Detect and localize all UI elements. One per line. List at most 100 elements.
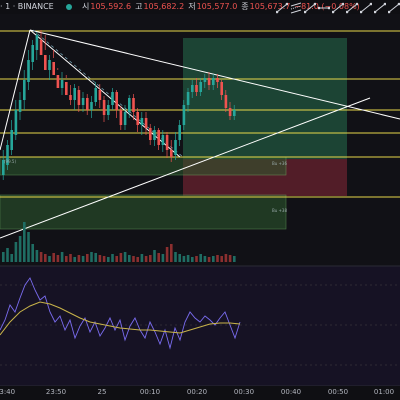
candle-body	[102, 100, 106, 115]
volume-bar	[136, 257, 139, 262]
candle-body	[69, 95, 72, 100]
trend-line-icon[interactable]	[388, 2, 400, 14]
volume-bar	[10, 254, 13, 262]
candle-body	[144, 118, 148, 128]
volume-bar	[77, 255, 81, 262]
trend-line-icon[interactable]	[374, 2, 386, 14]
volume-bar	[86, 254, 89, 262]
volume-bar	[52, 253, 55, 262]
volume-bar	[31, 244, 34, 262]
volume-bar	[119, 253, 123, 262]
oscillator-line	[0, 277, 241, 350]
candle-body	[170, 150, 173, 157]
ohlc-readout: 시105,592.6 고105,682.2 저105,577.0 종105,673.7…	[82, 0, 364, 14]
volume-bar	[56, 255, 60, 262]
candle-body	[94, 88, 97, 102]
trend-line-icon[interactable]	[276, 2, 288, 14]
volume-bar	[81, 256, 85, 262]
low-value: 105,577.0	[196, 2, 238, 11]
trend-line-icon[interactable]	[346, 2, 358, 14]
candle-body	[136, 112, 139, 125]
candle-body	[128, 98, 131, 112]
candle-body	[56, 75, 60, 88]
zone-tag-lower: Bu +38	[272, 208, 287, 213]
time-tick: 00:10	[139, 388, 161, 396]
candle-body	[186, 92, 190, 105]
volume-bar	[73, 257, 76, 262]
volume-bar	[174, 252, 177, 262]
change-value: −81.0 (−0.08%)	[294, 2, 360, 11]
regression-icon[interactable]	[290, 2, 302, 14]
time-tick: 01:00	[373, 388, 395, 396]
candle-body	[2, 160, 5, 175]
candle-body	[65, 82, 68, 95]
symbol-label[interactable]: · 1 · BINANCE	[0, 2, 54, 11]
volume-bar	[107, 257, 110, 262]
volume-bar	[39, 252, 43, 262]
trend-line-icon[interactable]	[360, 2, 372, 14]
candle-body	[27, 60, 30, 82]
candle-body	[233, 110, 236, 116]
candle-body	[165, 135, 169, 150]
candle-body	[52, 62, 55, 75]
chart-header: · 1 · BINANCE 시105,592.6 고105,682.2 저105,5…	[0, 0, 400, 14]
candle-body	[199, 82, 202, 92]
candle-body	[207, 78, 211, 85]
candle-body	[10, 130, 13, 150]
volume-bar	[27, 232, 30, 262]
candle-body	[98, 90, 102, 100]
candle-body	[86, 98, 89, 110]
volume-bar	[224, 254, 228, 262]
demand-zone-upper[interactable]	[0, 156, 287, 176]
volume-bar	[128, 255, 131, 262]
demand-zone-lower[interactable]	[0, 194, 287, 230]
candle-body	[73, 88, 76, 100]
candle-body	[161, 135, 165, 145]
time-tick: 23:50	[45, 388, 67, 396]
volume-bar	[233, 256, 236, 262]
volume-bar	[23, 222, 26, 262]
candle-body	[31, 45, 34, 62]
candle-body	[111, 92, 114, 105]
candle-body	[48, 60, 51, 70]
close-label: 종	[241, 2, 249, 11]
oscillator-grid	[0, 284, 400, 366]
drawing-toolbar	[276, 1, 400, 14]
volume-bar	[60, 252, 64, 262]
volume-bar	[48, 256, 51, 262]
volume-bar	[6, 248, 9, 262]
candle-body	[224, 95, 228, 108]
candle-body	[107, 105, 110, 115]
volume-bar	[165, 247, 169, 262]
position-profit-zone[interactable]	[183, 38, 347, 159]
candle-body	[14, 110, 18, 135]
candle-body	[140, 118, 144, 125]
volume-bar	[98, 255, 102, 262]
oscillator-signal-line	[0, 301, 241, 336]
volume-bar	[90, 252, 93, 262]
volume-bar	[44, 254, 47, 262]
candlesticks[interactable]	[2, 30, 236, 180]
volume-bar	[182, 256, 186, 262]
trend-line-icon[interactable]	[304, 2, 316, 14]
volume-bar	[203, 256, 207, 262]
volume-bar	[123, 252, 127, 262]
volume-bar	[14, 242, 18, 262]
horizontal-levels[interactable]	[0, 30, 400, 198]
trend-line-icon[interactable]	[332, 2, 344, 14]
volume-bar	[102, 256, 106, 262]
candle-body	[39, 40, 43, 55]
volume-bar	[161, 254, 165, 262]
candle-body	[123, 112, 127, 125]
volume-bar	[153, 250, 156, 262]
volume-bar	[195, 256, 198, 262]
time-tick: 00:20	[186, 388, 208, 396]
candle-body	[18, 100, 22, 112]
volume-bar	[216, 255, 219, 262]
price-chart[interactable]	[0, 0, 400, 386]
measure-icon[interactable]	[318, 2, 330, 14]
time-axis[interactable]: 23:40 23:50 25 00:10 00:20 00:30 00:40 0…	[0, 386, 400, 400]
candle-body	[23, 80, 26, 100]
volume-bar	[149, 255, 152, 262]
close-value: 105,673.7	[249, 2, 291, 11]
